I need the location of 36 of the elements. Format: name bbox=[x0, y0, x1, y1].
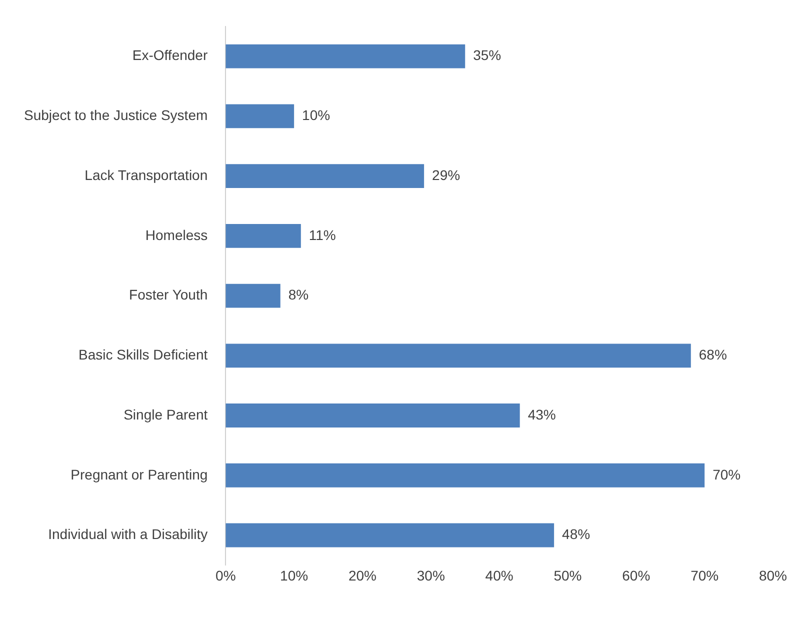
x-tick-label: 0% bbox=[216, 567, 236, 584]
bar bbox=[226, 164, 424, 188]
data-label: 11% bbox=[308, 226, 336, 243]
x-tick-label: 30% bbox=[416, 567, 445, 584]
bar bbox=[226, 523, 554, 548]
y-tick-label: Lack Transportation bbox=[84, 166, 208, 183]
y-tick-label: Pregnant or Parenting bbox=[70, 466, 208, 482]
bar bbox=[226, 104, 294, 128]
y-tick-label: Homeless bbox=[145, 226, 208, 243]
y-tick-label: Individual with a Disability bbox=[48, 526, 208, 542]
data-label: 35% bbox=[473, 47, 502, 64]
x-tick-label: 50% bbox=[554, 567, 582, 584]
y-tick-label: Ex-Offender bbox=[132, 47, 208, 64]
y-tick-label: Foster Youth bbox=[129, 286, 208, 303]
bar bbox=[226, 344, 691, 368]
data-label: 29% bbox=[432, 166, 460, 183]
x-tick-label: 80% bbox=[758, 567, 788, 584]
y-tick-label: Subject to the Justice System bbox=[24, 107, 208, 124]
x-tick-label: 20% bbox=[348, 567, 376, 584]
bar bbox=[226, 463, 705, 488]
data-label: 10% bbox=[302, 107, 330, 124]
bar bbox=[226, 224, 301, 248]
x-tick-label: 60% bbox=[622, 567, 650, 584]
x-tick-label: 70% bbox=[690, 567, 719, 584]
x-tick-label: 40% bbox=[485, 567, 514, 584]
data-label: 8% bbox=[288, 286, 309, 303]
data-label: 48% bbox=[562, 526, 590, 542]
data-label: 68% bbox=[698, 346, 727, 363]
data-label: 43% bbox=[528, 406, 556, 422]
data-label: 70% bbox=[712, 466, 741, 482]
y-tick-label: Single Parent bbox=[124, 406, 208, 422]
x-tick-label: 10% bbox=[280, 567, 308, 584]
bar bbox=[226, 404, 520, 428]
y-tick-label: Basic Skills Deficient bbox=[78, 346, 208, 363]
bar bbox=[226, 44, 466, 68]
bar bbox=[226, 284, 280, 308]
